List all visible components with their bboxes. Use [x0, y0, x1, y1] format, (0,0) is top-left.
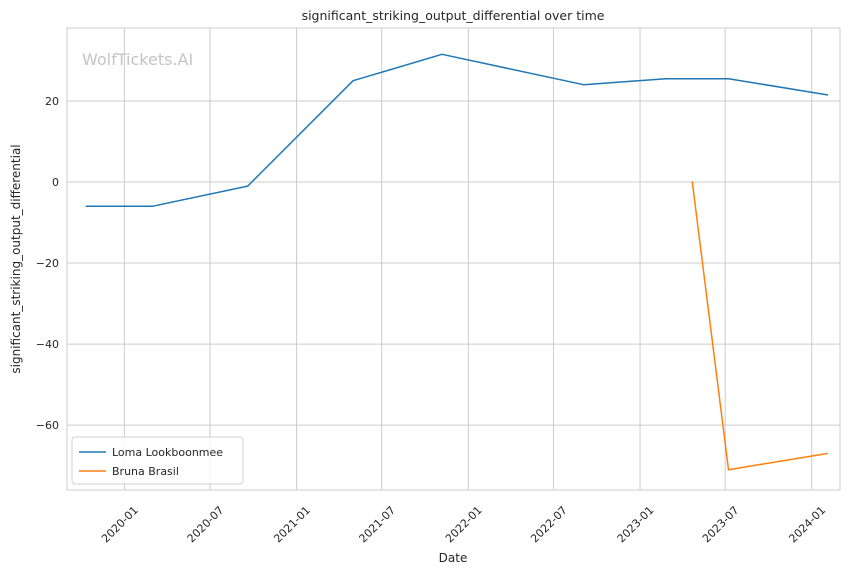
x-tick-label: 2020-07	[185, 504, 227, 546]
grid	[67, 28, 840, 490]
series-group	[85, 53, 829, 471]
data-point	[151, 205, 153, 208]
y-axis-title: significant_striking_output_differential	[9, 144, 23, 373]
x-tick-label: 2023-07	[700, 504, 742, 546]
x-axis-ticks: 2020-01 2020-07 2021-01 2021-07 2022-01 2022-…	[99, 504, 828, 546]
y-tick-label: −60	[36, 419, 59, 432]
legend-label-bruna: Bruna Brasil	[112, 465, 179, 478]
x-tick-label: 2023-01	[615, 504, 657, 546]
y-tick-label: 0	[52, 176, 59, 189]
x-tick-label: 2022-07	[528, 504, 570, 546]
x-tick-label: 2020-01	[99, 504, 141, 546]
data-point	[665, 77, 667, 80]
y-tick-label: −20	[36, 257, 59, 270]
x-axis-title: Date	[439, 551, 468, 565]
plot-area	[66, 27, 841, 491]
legend-label-loma: Loma Lookboonmee	[112, 446, 223, 459]
x-tick-label: 2021-07	[356, 504, 398, 546]
y-axis-ticks: 20 0 −20 −40 −60	[36, 95, 59, 432]
chart-title: significant_striking_output_differential…	[302, 8, 605, 23]
legend-box	[71, 436, 244, 485]
x-tick-label: 2024-01	[786, 504, 828, 546]
data-point	[246, 185, 249, 187]
watermark: WolfTickets.AI	[82, 50, 193, 69]
x-tick-label: 2021-01	[271, 504, 313, 546]
data-point	[691, 181, 694, 183]
data-point	[826, 94, 829, 96]
data-point	[582, 83, 585, 86]
y-tick-label: 20	[45, 95, 59, 108]
data-point	[352, 79, 354, 82]
data-point	[826, 452, 829, 455]
data-point	[441, 53, 443, 56]
data-point	[727, 77, 730, 80]
x-tick-label: 2022-01	[443, 504, 485, 546]
legend: Loma Lookboonmee Bruna Brasil	[71, 436, 244, 485]
y-tick-label: −40	[36, 338, 59, 351]
data-point	[727, 468, 730, 471]
data-point	[85, 205, 88, 208]
